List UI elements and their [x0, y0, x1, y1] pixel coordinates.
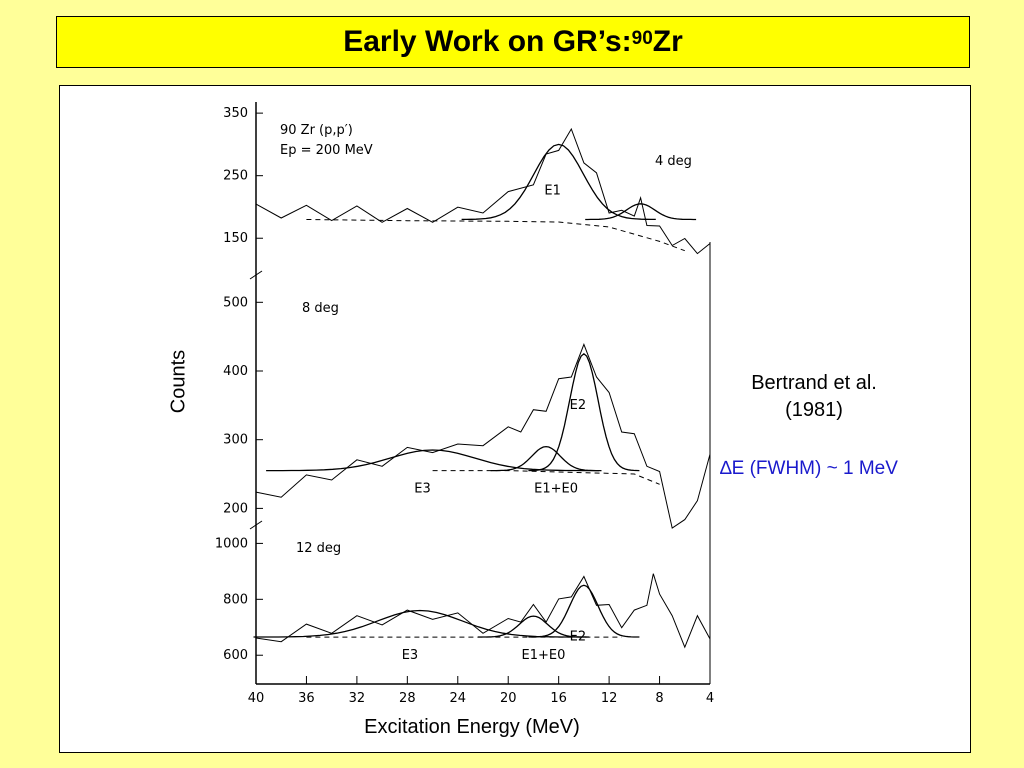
- x-tick-label: 12: [601, 691, 618, 706]
- peak-label: E1+E0: [534, 482, 578, 497]
- x-tick-label: 8: [655, 691, 663, 706]
- x-axis-label: Excitation Energy (MeV): [364, 716, 580, 738]
- peak-label: E3: [414, 482, 431, 497]
- data-histogram: [255, 343, 711, 529]
- x-tick-label: 32: [349, 691, 366, 706]
- panel-label: 8 deg: [302, 301, 339, 316]
- spectra-figure: 40 36 32 28 24 20 16 12 8 4 90 Zr (p,p′) Ep = 200 M…: [215, 102, 714, 706]
- slide-title: Early Work on GR’s: 90 Zr: [56, 16, 970, 68]
- y-tick-label: 300: [223, 433, 248, 448]
- y-tick-label: 800: [223, 592, 248, 607]
- x-tick-label: 24: [450, 691, 467, 706]
- peak-curve: [528, 584, 640, 638]
- y-tick-label: 400: [223, 364, 248, 379]
- peak-label: E2: [570, 629, 587, 644]
- background-dashed: [432, 470, 660, 485]
- resolution-note: ∆E (FWHM) ~ 1 MeV: [720, 458, 898, 479]
- beam-energy-label: Ep = 200 MeV: [280, 143, 373, 158]
- y-tick-label: 200: [223, 501, 248, 516]
- citation-authors: Bertrand et al.: [751, 372, 877, 394]
- data-histogram: [255, 573, 711, 649]
- peak-curve: [585, 203, 697, 221]
- x-tick-label: 40: [248, 691, 265, 706]
- peak-label: E2: [570, 398, 587, 413]
- peak-label: E3: [402, 648, 419, 663]
- axis-break-mark: [249, 520, 263, 530]
- peak-curve: [266, 449, 599, 472]
- y-tick-label: 150: [223, 231, 248, 246]
- title-tail: Zr: [652, 25, 683, 58]
- panel-label: 4 deg: [655, 154, 692, 169]
- peak-label: E1: [544, 183, 561, 198]
- peak-curve: [461, 143, 656, 221]
- citation-year: (1981): [785, 399, 843, 421]
- y-tick-label: 1000: [215, 536, 248, 551]
- x-tick-label: 16: [550, 691, 567, 706]
- x-tick-label: 4: [706, 691, 714, 706]
- figure-frame: [59, 85, 971, 753]
- peak-curve: [528, 352, 640, 472]
- peak-curve: [490, 445, 602, 472]
- title-main: Early Work on GR’s:: [343, 25, 632, 58]
- y-tick-label: 500: [223, 295, 248, 310]
- panel-label: 12 deg: [296, 541, 341, 556]
- x-tick-label: 20: [500, 691, 517, 706]
- y-tick-label: 350: [223, 106, 248, 121]
- peak-label: E1+E0: [522, 648, 566, 663]
- y-tick-label: 600: [223, 648, 248, 663]
- axis-break-mark: [249, 270, 263, 280]
- y-tick-label: 250: [223, 169, 248, 184]
- data-histogram: [255, 127, 711, 255]
- title-sup: 90: [631, 28, 653, 49]
- peak-curve: [478, 615, 589, 638]
- background-dashed: [306, 219, 685, 252]
- y-axis-label: Counts: [167, 349, 190, 414]
- x-tick-label: 36: [298, 691, 315, 706]
- reaction-label: 90 Zr (p,p′): [280, 123, 353, 138]
- x-tick-label: 28: [399, 691, 416, 706]
- peak-curve: [253, 609, 587, 638]
- citation: Bertrand et al. (1981): [724, 372, 904, 422]
